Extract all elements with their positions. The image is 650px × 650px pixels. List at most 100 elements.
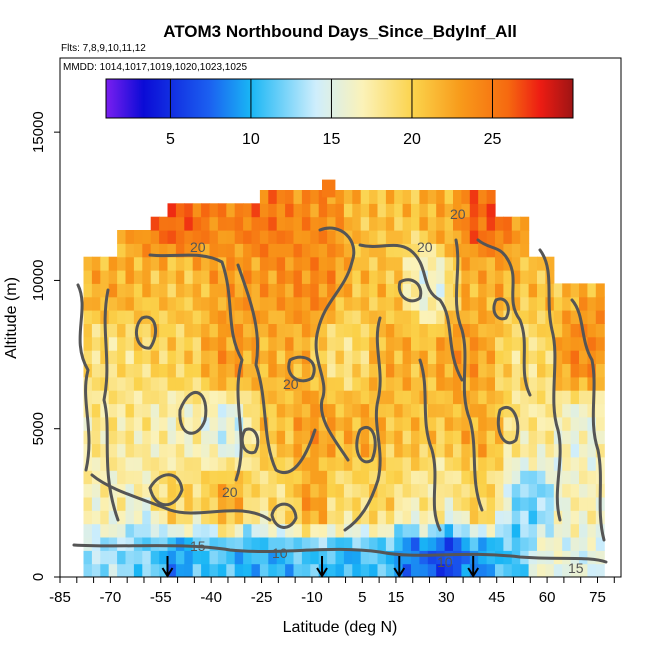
- heatmap-cell: [453, 203, 462, 218]
- heatmap-cell: [285, 283, 295, 298]
- heatmap-cell: [478, 390, 488, 405]
- heatmap-cell: [201, 216, 211, 231]
- heatmap-cell: [175, 523, 185, 538]
- heatmap-cell: [486, 323, 496, 338]
- heatmap-cell: [478, 456, 488, 471]
- heatmap-cell: [318, 550, 328, 565]
- heatmap-cell: [108, 550, 118, 565]
- heatmap-cell: [142, 537, 152, 551]
- heatmap-cell: [251, 203, 261, 218]
- heatmap-cell: [461, 376, 471, 391]
- heatmap-cell: [419, 350, 429, 364]
- heatmap-cell: [453, 390, 462, 405]
- heatmap-cell: [310, 470, 320, 485]
- heatmap-cell: [520, 296, 530, 311]
- heatmap-cell: [234, 270, 244, 284]
- heatmap-cell: [369, 376, 379, 391]
- heatmap-cell: [285, 190, 295, 204]
- heatmap-cell: [427, 216, 437, 231]
- heatmap-cell: [461, 296, 471, 311]
- heatmap-cell: [327, 216, 337, 231]
- heatmap-cell: [310, 416, 320, 431]
- heatmap-cell: [276, 456, 286, 471]
- heatmap-cell: [495, 430, 504, 445]
- x-tick-label: -55: [150, 589, 172, 606]
- heatmap-cell: [377, 363, 387, 378]
- heatmap-cell: [377, 403, 387, 418]
- heatmap-cell: [167, 336, 177, 351]
- heatmap-cell: [133, 390, 143, 405]
- heatmap-cell: [369, 216, 379, 231]
- heatmap-cell: [318, 203, 328, 218]
- heatmap-cell: [268, 537, 278, 551]
- heatmap-cell: [352, 390, 362, 405]
- heatmap-cell: [175, 296, 185, 311]
- heatmap-cell: [209, 510, 219, 525]
- heatmap-cell: [259, 390, 269, 405]
- heatmap-cell: [285, 537, 295, 551]
- heatmap-cell: [217, 363, 227, 378]
- heatmap-cell: [444, 230, 454, 244]
- heatmap-cell: [595, 523, 605, 538]
- heatmap-cell: [528, 256, 538, 271]
- heatmap-cell: [133, 230, 143, 244]
- heatmap-cell: [175, 470, 185, 485]
- heatmap-cell: [369, 336, 379, 351]
- heatmap-cell: [293, 283, 303, 298]
- heatmap-cell: [133, 363, 143, 378]
- heatmap-cell: [142, 243, 152, 258]
- heatmap-cell: [335, 336, 345, 351]
- heatmap-cell: [579, 416, 588, 431]
- heatmap-cell: [201, 390, 211, 405]
- heatmap-cell: [436, 550, 446, 565]
- heatmap-cell: [436, 243, 446, 258]
- heatmap-cell: [217, 376, 227, 391]
- heatmap-cell: [478, 376, 488, 391]
- heatmap-cell: [318, 283, 328, 298]
- heatmap-cell: [335, 456, 345, 471]
- heatmap-cell: [537, 403, 546, 418]
- heatmap-cell: [461, 270, 471, 284]
- heatmap-cell: [343, 376, 353, 391]
- heatmap-cell: [503, 216, 513, 231]
- heatmap-cell: [201, 310, 211, 324]
- heatmap-cell: [108, 390, 118, 405]
- heatmap-cell: [117, 456, 127, 471]
- heatmap-cell: [217, 550, 227, 565]
- heatmap-cell: [402, 470, 412, 485]
- heatmap-cell: [175, 510, 185, 525]
- heatmap-cell: [469, 510, 479, 525]
- heatmap-cell: [125, 376, 135, 391]
- heatmap-cell: [402, 537, 412, 551]
- heatmap-cell: [562, 336, 572, 351]
- heatmap-cell: [159, 256, 169, 271]
- heatmap-cell: [226, 510, 236, 525]
- heatmap-cell: [201, 230, 211, 244]
- heatmap-cell: [243, 270, 253, 284]
- heatmap-cell: [192, 230, 202, 244]
- heatmap-cell: [167, 350, 177, 364]
- heatmap-cell: [469, 416, 479, 431]
- colorbar-tick-label: 10: [242, 131, 260, 148]
- heatmap-cell: [427, 470, 437, 485]
- heatmap-cell: [352, 323, 362, 338]
- heatmap-cell: [91, 283, 101, 298]
- heatmap-cell: [343, 256, 353, 271]
- heatmap-cell: [142, 363, 152, 378]
- heatmap-cell: [411, 470, 420, 485]
- heatmap-cell: [251, 243, 261, 258]
- heatmap-cell: [285, 390, 295, 405]
- heatmap-cell: [360, 296, 370, 311]
- contour-line: [240, 427, 260, 455]
- heatmap-cell: [385, 430, 395, 445]
- heatmap-cell: [142, 323, 152, 338]
- heatmap-cell: [528, 496, 538, 511]
- heatmap-cell: [436, 416, 446, 431]
- heatmap-cell: [377, 190, 387, 204]
- heatmap-cell: [259, 470, 269, 485]
- heatmap-cell: [570, 376, 580, 391]
- heatmap-cell: [486, 510, 496, 525]
- heatmap-cell: [192, 483, 202, 498]
- heatmap-cell: [553, 350, 563, 364]
- heatmap-cell: [402, 363, 412, 378]
